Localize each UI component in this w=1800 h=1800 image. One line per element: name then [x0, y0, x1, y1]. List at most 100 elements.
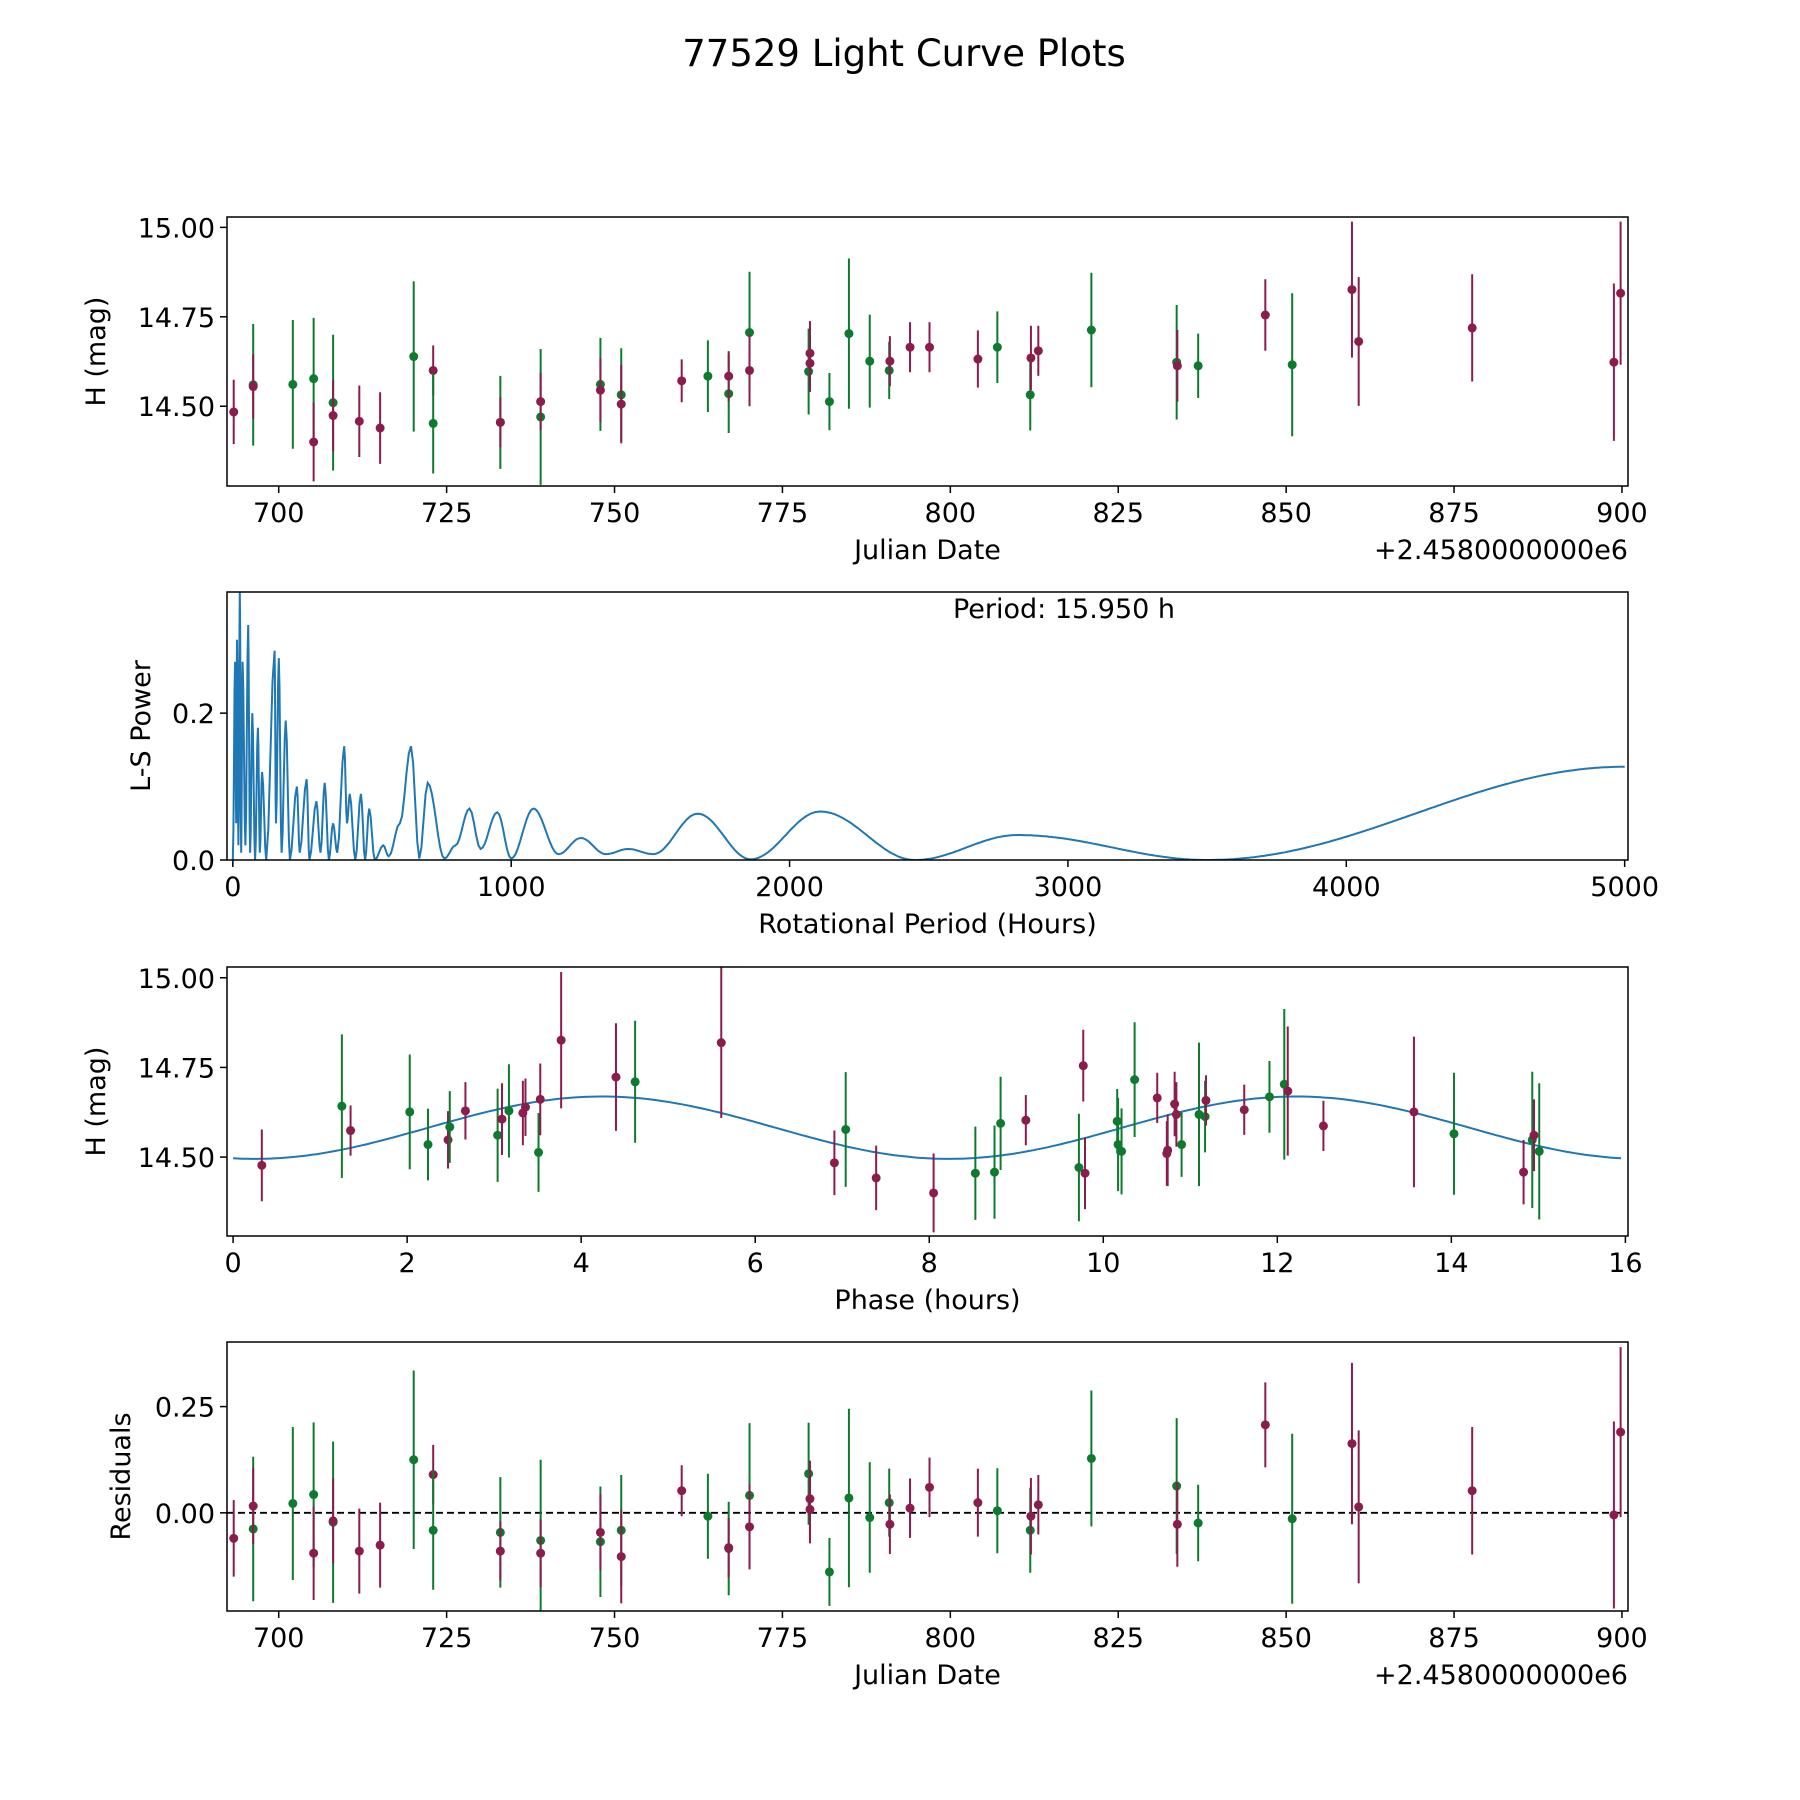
marker [443, 1135, 453, 1145]
data-point [1033, 1475, 1043, 1535]
data-point [1260, 1382, 1270, 1468]
data-point [428, 1470, 438, 1590]
axes-frame [226, 216, 1629, 487]
marker [925, 342, 935, 352]
marker [703, 1511, 713, 1521]
marker [409, 352, 419, 362]
marker [716, 1038, 726, 1048]
data-point [1033, 325, 1043, 376]
marker [724, 371, 734, 381]
data-point [288, 1426, 298, 1580]
data-point [724, 1517, 734, 1578]
data-point [990, 1125, 1000, 1219]
data-point [1026, 325, 1036, 391]
data-point [257, 1129, 267, 1202]
data-point [328, 379, 338, 452]
data-point [248, 1467, 258, 1545]
period-annotation: Period: 15.950 h [953, 594, 1175, 625]
data-point [1287, 293, 1297, 437]
marker [1172, 361, 1182, 371]
marker [745, 1522, 755, 1532]
data-point [804, 328, 814, 415]
marker [865, 356, 875, 366]
data-point [595, 357, 605, 423]
marker [871, 1173, 881, 1183]
x-tick-label: 725 [421, 1623, 473, 1654]
data-point [1172, 330, 1182, 402]
x-tick-label: 3000 [1034, 872, 1103, 903]
marker [905, 342, 915, 352]
data-point [1616, 1347, 1626, 1518]
x-tick-label: 875 [1428, 498, 1480, 529]
x-axis-label: Phase (hours) [834, 1285, 1020, 1316]
marker [428, 1525, 438, 1535]
y-axis-label: H (mag) [81, 1047, 112, 1157]
marker [1354, 1502, 1364, 1512]
data-point [1609, 283, 1619, 441]
axes-frame [226, 1341, 1629, 1612]
data-point [973, 330, 983, 388]
y-axis-label: Residuals [106, 1412, 137, 1540]
data-point [865, 314, 875, 408]
x-tick-label: 4000 [1312, 872, 1381, 903]
marker [616, 1552, 626, 1562]
data-point [970, 1126, 980, 1220]
marker [536, 1548, 546, 1558]
x-tick-label: 0 [224, 1248, 241, 1279]
data-point [871, 1145, 881, 1211]
marker [1260, 310, 1270, 320]
periodogram-marks [231, 592, 1625, 860]
marker [354, 416, 364, 426]
marker [1080, 1168, 1090, 1178]
marker [885, 1519, 895, 1529]
x-tick-label: 850 [1260, 498, 1312, 529]
data-point [1080, 1137, 1090, 1210]
data-point [703, 1473, 713, 1559]
marker [745, 328, 755, 338]
residuals-marks [227, 1347, 1628, 1611]
data-point [973, 1468, 983, 1537]
marker [428, 365, 438, 375]
data-point [346, 1105, 356, 1156]
data-point [354, 385, 364, 458]
x-tick-label: 725 [421, 498, 473, 529]
data-point [1152, 1072, 1162, 1124]
data-point [443, 1111, 453, 1169]
marker [534, 1147, 544, 1157]
marker [1201, 1095, 1211, 1105]
y-tick-label: 14.75 [138, 303, 215, 334]
marker [536, 397, 546, 407]
data-point [536, 372, 546, 431]
x-tick-label: 14 [1434, 1248, 1468, 1279]
x-tick-label: 900 [1596, 1623, 1648, 1654]
marker [288, 379, 298, 389]
marker [288, 1498, 298, 1508]
data-point [375, 1502, 385, 1588]
data-point [493, 1088, 503, 1182]
y-tick-label: 0.0 [172, 846, 215, 877]
marker [992, 1506, 1002, 1516]
data-point [1354, 1430, 1364, 1584]
data-point [805, 1475, 815, 1544]
marker [929, 1188, 939, 1198]
y-tick-label: 14.50 [138, 1143, 215, 1174]
marker [1354, 336, 1364, 346]
marker [990, 1167, 1000, 1177]
marker [1529, 1130, 1539, 1140]
marker [844, 1493, 854, 1503]
data-point [337, 1034, 347, 1178]
data-point [829, 1130, 839, 1196]
x-tick-label: 775 [757, 498, 809, 529]
marker [1025, 390, 1035, 400]
marker [309, 437, 319, 447]
x-tick-label: 750 [589, 1623, 641, 1654]
marker [745, 365, 755, 375]
marker [520, 1102, 530, 1112]
x-tick-label: 16 [1608, 1248, 1642, 1279]
marker [1026, 1511, 1036, 1521]
marker [460, 1106, 470, 1116]
marker [1130, 1075, 1140, 1085]
data-point [309, 402, 319, 482]
